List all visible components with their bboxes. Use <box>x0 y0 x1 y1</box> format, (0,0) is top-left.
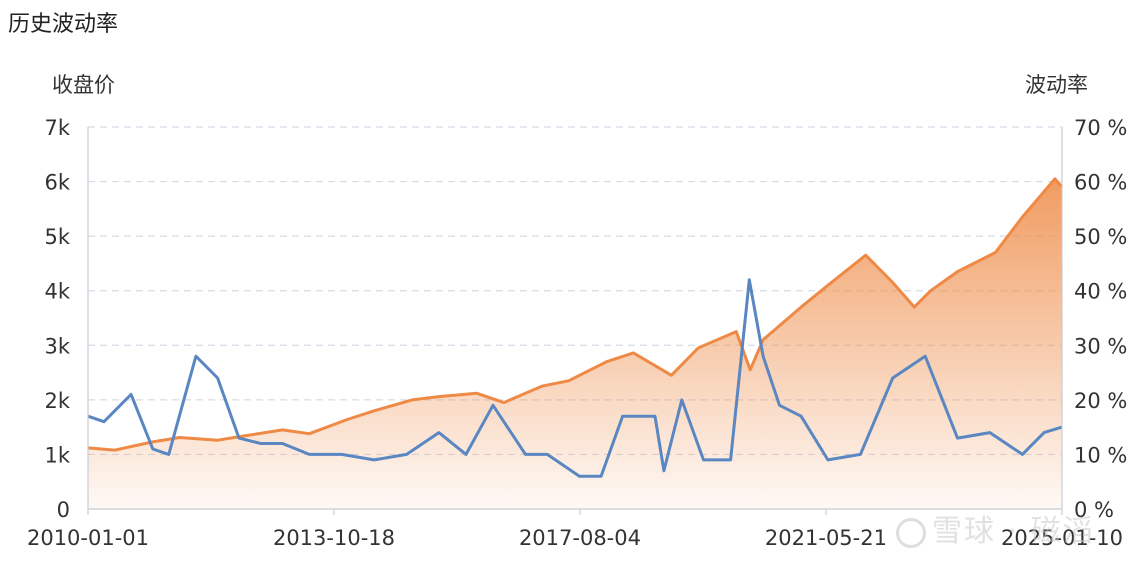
right-tick-label: 60 % <box>1074 171 1127 195</box>
watermark-text: 雪球 · 磁滔 <box>932 514 1095 549</box>
price-line <box>87 177 1064 452</box>
left-tick-label: 4k <box>44 280 70 304</box>
price-area <box>88 178 1062 510</box>
x-tick-label: 2013-10-18 <box>273 526 395 550</box>
right-tick-label: 70 % <box>1074 116 1127 140</box>
volatility-line <box>87 278 1063 478</box>
left-axis-label: 收盘价 <box>52 73 115 97</box>
right-tick-label: 40 % <box>1074 280 1127 304</box>
snowball-logo-icon <box>896 517 926 548</box>
right-tick-label: 20 % <box>1074 389 1127 413</box>
x-tick-label: 2017-08-04 <box>519 526 641 550</box>
left-tick-label: 5k <box>44 225 70 249</box>
watermark: 雪球 · 磁滔 <box>896 506 1095 550</box>
right-tick-label: 0 % <box>1074 498 1114 522</box>
right-tick-label: 50 % <box>1074 225 1127 249</box>
left-tick-label: 3k <box>44 334 70 358</box>
left-tick-label: 7k <box>44 116 70 140</box>
right-tick-label: 30 % <box>1074 334 1127 358</box>
x-tick-label: 2025-01-10 <box>1001 526 1123 550</box>
left-tick-label: 2k <box>44 389 70 413</box>
left-tick-label: 1k <box>44 443 70 467</box>
x-tick-label: 2021-05-21 <box>765 526 887 550</box>
chart-title: 历史波动率 <box>8 12 119 37</box>
left-tick-label: 6k <box>44 171 70 195</box>
right-tick-label: 10 % <box>1074 443 1127 467</box>
right-axis-label: 波动率 <box>1025 73 1088 97</box>
x-tick-label: 2010-01-01 <box>27 526 149 550</box>
left-tick-label: 0 <box>57 498 70 522</box>
